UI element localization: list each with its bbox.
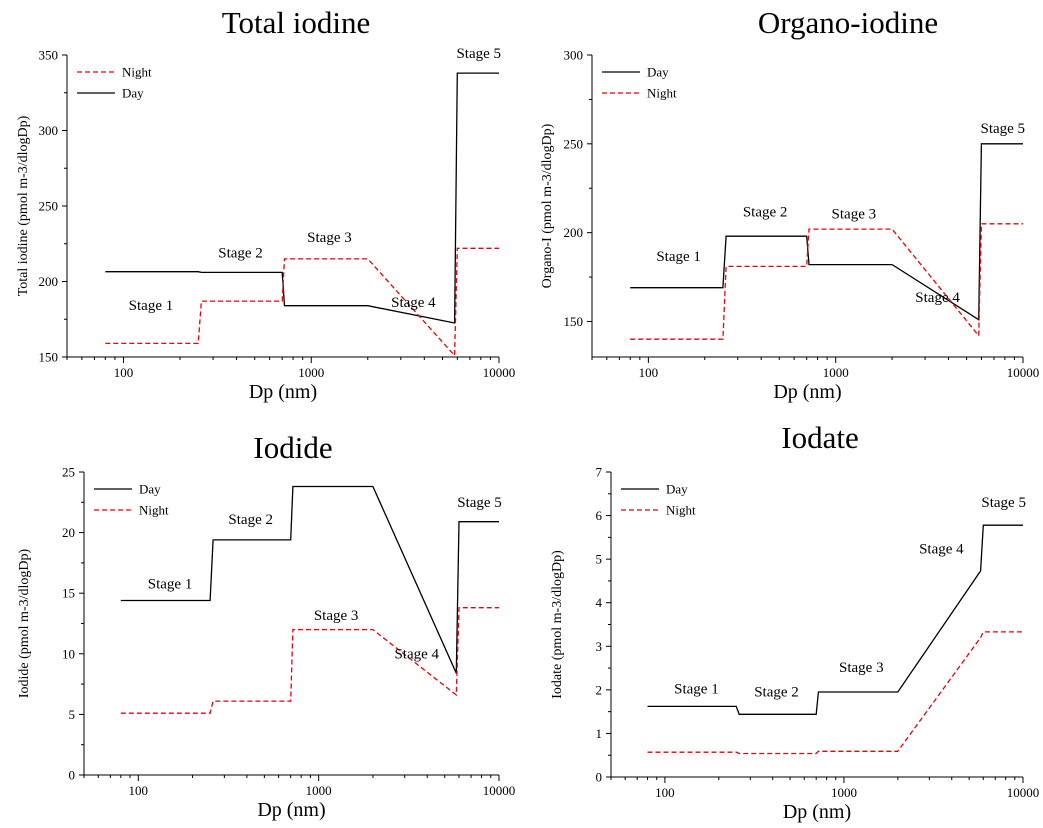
y-tick-label: 25: [62, 465, 75, 480]
y-tick-label: 7: [596, 465, 603, 480]
x-tick-label: 10000: [483, 365, 516, 380]
series-line-day: [120, 485, 499, 674]
panel-iodate: Iodate 0 1 2 3 4 5 6 7 100 1000 10000 Dp (nm) Iodate …: [550, 420, 1039, 823]
y-tick-label: 5: [596, 552, 603, 567]
y-tick-label: 15: [62, 586, 75, 601]
y-axis-title: Total iodine (pmol m-3/dlogDp): [16, 115, 31, 296]
y-tick-label: 0: [596, 770, 603, 785]
panel-iodide: Iodide 0 5 10 15 20 25 100 1000 10000 Dp (nm) Iodid…: [17, 430, 515, 821]
y-tick-label: 5: [69, 707, 76, 722]
y-tick-label: 1: [596, 726, 603, 741]
y-tick-label: 10: [62, 646, 75, 661]
x-tick-label: 100: [114, 365, 134, 380]
series-line-night: [120, 607, 499, 714]
y-tick-label: 200: [564, 225, 584, 240]
stage-annotation: Stage 4: [394, 647, 439, 663]
stage-annotation: Stage 5: [980, 121, 1025, 137]
y-tick-label: 6: [596, 508, 603, 523]
y-tick-label: 250: [39, 199, 59, 214]
x-tick-label: 10000: [1007, 365, 1040, 380]
x-tick-label: 1000: [823, 365, 849, 380]
stage-annotation: Stage 3: [839, 660, 884, 676]
legend-label-day: Day: [666, 482, 688, 497]
stage-annotation: Stage 5: [457, 495, 502, 511]
stage-annotation: Stage 4: [919, 541, 964, 557]
y-tick-label: 2: [596, 682, 603, 697]
chart-title: Organo-iodine: [758, 5, 938, 40]
legend-label-day: Day: [647, 65, 669, 80]
legend-label-night: Night: [647, 86, 677, 101]
y-tick-label: 4: [596, 595, 603, 610]
panel-organo-iodine: Organo-iodine 150 200 250 300 100 1000 10000 Dp …: [540, 5, 1039, 403]
x-axis-title: Dp (nm): [773, 381, 841, 403]
y-tick-label: 3: [596, 639, 603, 654]
stage-annotation: Stage 1: [674, 681, 719, 697]
y-tick-label: 250: [564, 136, 584, 151]
x-tick-label: 1000: [306, 783, 332, 798]
panel-total-iodine: Total iodine 150 200 250 300 350 100 1000 10000 D…: [16, 5, 515, 403]
stage-annotation: Stage 3: [307, 230, 352, 246]
y-tick-label: 200: [39, 274, 59, 289]
y-tick-label: 350: [39, 48, 59, 63]
legend-label-night: Night: [666, 503, 696, 518]
series-line-day: [647, 524, 1023, 715]
stage-annotation: Stage 2: [218, 245, 263, 261]
x-tick-label: 10000: [1007, 785, 1040, 800]
legend-label-day: Day: [122, 86, 144, 101]
y-tick-label: 150: [39, 350, 59, 365]
x-axis-title: Dp (nm): [249, 381, 317, 403]
x-tick-label: 1000: [298, 365, 324, 380]
chart-title: Total iodine: [222, 5, 371, 40]
x-tick-label: 100: [655, 785, 675, 800]
stage-annotation: Stage 5: [981, 495, 1026, 511]
x-tick-label: 1000: [831, 785, 857, 800]
stage-annotation: Stage 1: [148, 576, 193, 592]
legend-label-night: Night: [139, 503, 169, 518]
stage-annotation: Stage 1: [656, 249, 701, 265]
stage-annotation: Stage 4: [915, 290, 960, 306]
y-tick-label: 150: [564, 314, 584, 329]
y-tick-label: 20: [62, 525, 75, 540]
y-axis-title: Organo-I (pmol m-3/dlogDp): [540, 123, 555, 288]
y-tick-label: 300: [564, 48, 584, 63]
series-line-night: [105, 247, 499, 358]
y-axis-title: Iodate (pmol m-3/dlogDp): [550, 550, 565, 699]
y-tick-label: 300: [39, 123, 59, 138]
legend-label-day: Day: [139, 482, 161, 497]
stage-annotation: Stage 3: [832, 206, 877, 222]
series-line-night: [647, 631, 1023, 755]
x-tick-label: 100: [639, 365, 659, 380]
legend-label-night: Night: [122, 65, 152, 80]
series-line-night: [630, 223, 1023, 340]
stage-annotation: Stage 2: [743, 205, 788, 221]
series-line-day: [105, 72, 499, 324]
stage-annotation: Stage 2: [228, 512, 273, 528]
stage-annotation: Stage 4: [391, 295, 436, 311]
stage-annotation: Stage 2: [754, 684, 799, 700]
stage-annotation: Stage 5: [456, 46, 501, 62]
x-tick-label: 100: [129, 783, 149, 798]
y-axis-title: Iodide (pmol m-3/dlogDp): [17, 549, 32, 699]
stage-annotation: Stage 3: [314, 608, 359, 624]
x-tick-label: 10000: [483, 783, 516, 798]
x-axis-title: Dp (nm): [257, 799, 325, 821]
chart-title: Iodide: [253, 430, 332, 465]
chart-title: Iodate: [781, 420, 858, 455]
x-axis-title: Dp (nm): [783, 801, 851, 823]
series-line-day: [630, 143, 1023, 321]
y-tick-label: 0: [69, 768, 76, 783]
stage-annotation: Stage 1: [129, 298, 174, 314]
